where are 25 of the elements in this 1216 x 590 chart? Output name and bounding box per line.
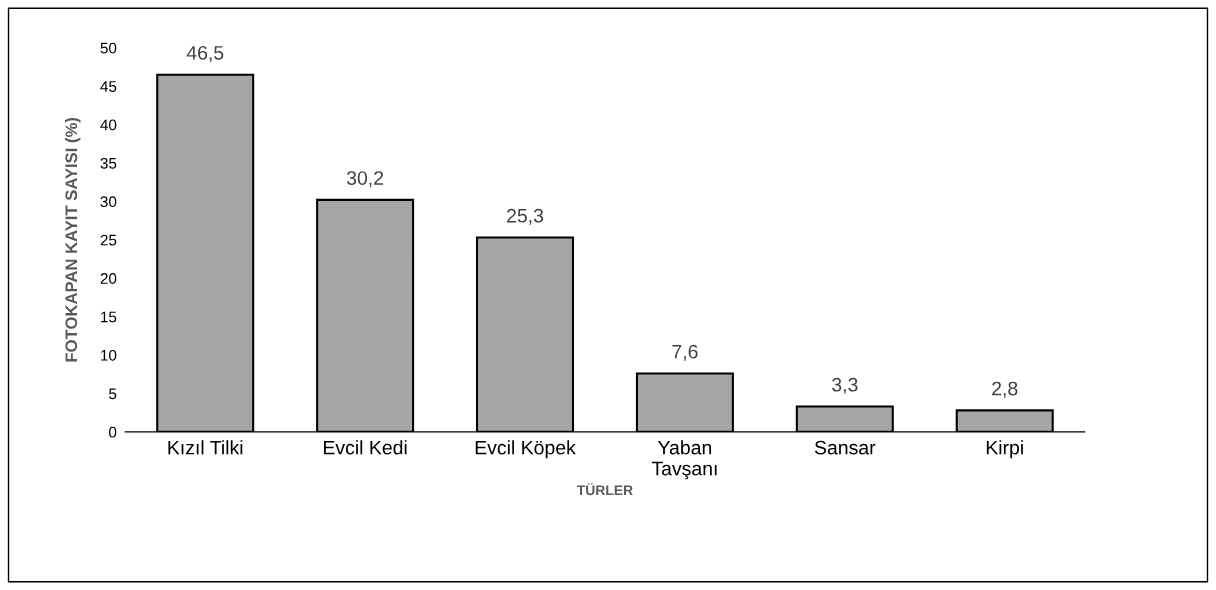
- y-tick-label: 40: [100, 119, 117, 131]
- y-tick-label: 35: [100, 157, 117, 169]
- y-tick-label: 10: [101, 349, 117, 361]
- data-label: 30,2: [346, 171, 384, 188]
- y-tick-label: 50: [100, 42, 117, 54]
- data-label: 3,3: [832, 377, 858, 394]
- y-tick-label: 20: [100, 273, 117, 284]
- data-label: 25,3: [507, 208, 544, 225]
- y-tick-label: 15: [101, 311, 117, 323]
- data-label: 7,6: [672, 344, 698, 361]
- y-tick-label: 30: [100, 196, 117, 208]
- x-axis-title: TÜRLER: [576, 483, 633, 496]
- data-label: 2,8: [992, 381, 1018, 398]
- x-tick-label: Kirpi: [986, 440, 1023, 459]
- y-tick-label: 5: [109, 388, 117, 400]
- y-tick-label: 0: [109, 426, 117, 438]
- data-label: 46,5: [186, 45, 224, 63]
- y-axis-title: FOTOKAPAN KAYIT SAYISI (%): [64, 117, 81, 362]
- y-tick-label: 25: [100, 234, 117, 246]
- x-tick-label: Evcil Kedi: [324, 440, 407, 455]
- y-tick-label: 45: [100, 81, 117, 92]
- x-tick-label: Kızıl Tilki: [168, 440, 243, 455]
- x-tick-label: Yaban Tavşanı: [651, 440, 717, 480]
- x-tick-label: Evcil Köpek: [475, 440, 576, 459]
- x-tick-label: Sansar: [814, 440, 876, 455]
